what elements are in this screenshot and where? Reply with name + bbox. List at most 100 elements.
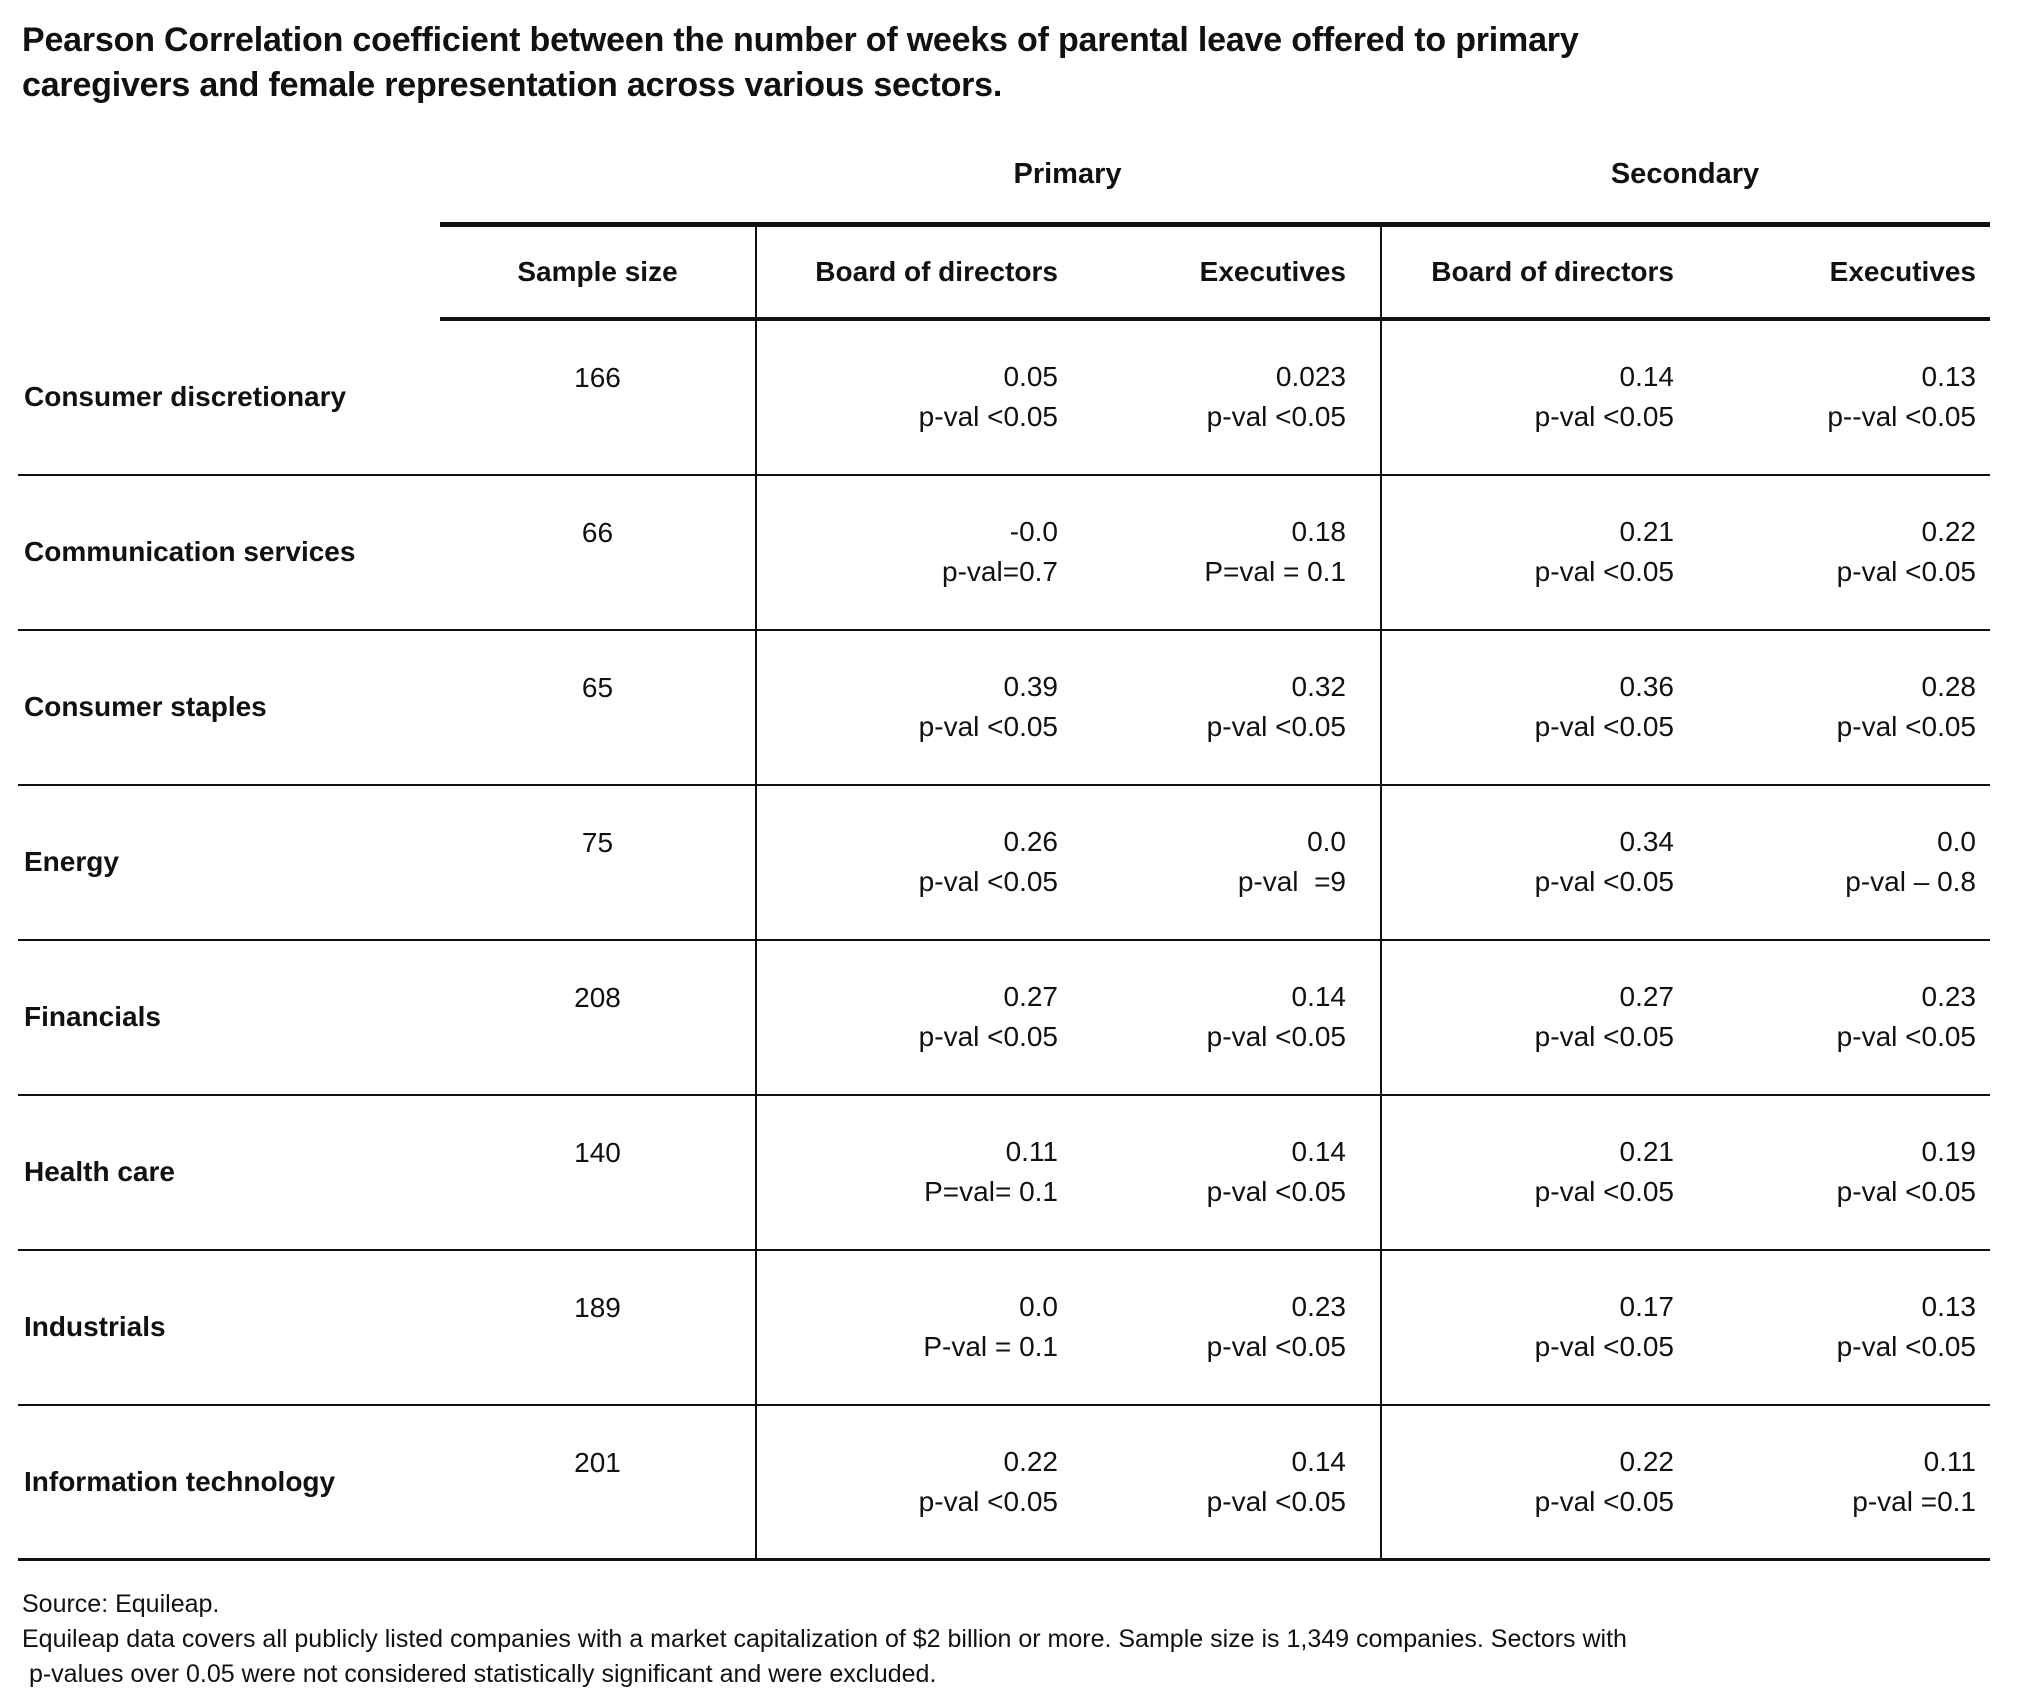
group-header-secondary: Secondary bbox=[1610, 158, 1760, 191]
secondary-executives-cell: 0.19 p-val <0.05 bbox=[1690, 1096, 1990, 1249]
column-header-primary-executives: Executives bbox=[1080, 221, 1380, 321]
sector-name: Consumer staples bbox=[24, 691, 267, 723]
correlation-table: Primary Secondary Sample size Board of d… bbox=[18, 128, 1990, 1561]
p-value: p-val <0.05 bbox=[1534, 1485, 1674, 1517]
primary-executives-cell: 0.32 p-val <0.05 bbox=[1080, 631, 1380, 784]
sector-name: Information technology bbox=[24, 1465, 336, 1497]
primary-board-cell: 0.27 p-val <0.05 bbox=[755, 940, 1080, 1094]
secondary-board-cell: 0.36 p-val <0.05 bbox=[1380, 630, 1690, 784]
sector-name: Energy bbox=[24, 846, 119, 878]
p-value: p-val <0.05 bbox=[918, 866, 1058, 898]
p-value: p-val <0.05 bbox=[918, 711, 1058, 743]
correlation-value: 0.23 bbox=[1921, 981, 1977, 1013]
p-value: p-val <0.05 bbox=[1836, 1331, 1976, 1363]
p-value: p-val <0.05 bbox=[1534, 866, 1674, 898]
correlation-value: 0.13 bbox=[1921, 1291, 1977, 1323]
primary-executives-cell: 0.18 P=val = 0.1 bbox=[1080, 476, 1380, 629]
secondary-executives-cell: 0.22 p-val <0.05 bbox=[1690, 476, 1990, 629]
column-header-secondary-executives: Executives bbox=[1690, 221, 1990, 321]
group-header-primary: Primary bbox=[1013, 158, 1122, 191]
p-value: p-val <0.05 bbox=[1206, 711, 1346, 743]
p-value: p-val <0.05 bbox=[918, 1021, 1058, 1053]
p-value: p-val <0.05 bbox=[1836, 1176, 1976, 1208]
table-row: Financials 208 0.27 p-val <0.05 0.14 p-v… bbox=[18, 940, 1990, 1096]
primary-executives-cell: 0.0 p-val =9 bbox=[1080, 786, 1380, 939]
p-value: P-val = 0.1 bbox=[923, 1331, 1058, 1363]
correlation-value: 0.26 bbox=[1003, 826, 1059, 858]
secondary-board-cell: 0.27 p-val <0.05 bbox=[1380, 940, 1690, 1094]
primary-executives-cell: 0.23 p-val <0.05 bbox=[1080, 1251, 1380, 1404]
p-value: p-val <0.05 bbox=[1534, 1176, 1674, 1208]
correlation-value: 0.22 bbox=[1921, 516, 1977, 548]
page-title: Pearson Correlation coefficient between … bbox=[22, 21, 1579, 104]
correlation-value: 0.28 bbox=[1921, 671, 1977, 703]
secondary-executives-cell: 0.28 p-val <0.05 bbox=[1690, 631, 1990, 784]
correlation-value: 0.21 bbox=[1619, 1136, 1675, 1168]
primary-executives-cell: 0.023 p-val <0.05 bbox=[1080, 321, 1380, 474]
p-value: p-val =0.1 bbox=[1852, 1485, 1976, 1517]
column-header-spacer bbox=[18, 222, 440, 321]
correlation-value: 0.05 bbox=[1003, 361, 1059, 393]
p-value: p-val <0.05 bbox=[1206, 1021, 1346, 1053]
correlation-value: 0.32 bbox=[1291, 671, 1347, 703]
correlation-value: 0.14 bbox=[1619, 361, 1675, 393]
sector-name: Financials bbox=[24, 1001, 161, 1033]
note-line-1: Equileap data covers all publicly listed… bbox=[22, 1624, 1627, 1653]
correlation-value: 0.0 bbox=[1019, 1291, 1058, 1323]
p-value: p-val <0.05 bbox=[1836, 1021, 1976, 1053]
table-row: Industrials 189 0.0 P-val = 0.1 0.23 p-v… bbox=[18, 1250, 1990, 1406]
column-header-primary-board: Board of directors bbox=[755, 221, 1080, 321]
p-value: p-val=0.7 bbox=[942, 556, 1058, 588]
secondary-board-cell: 0.34 p-val <0.05 bbox=[1380, 785, 1690, 939]
sample-size-value: 189 bbox=[574, 1291, 621, 1323]
primary-board-cell: 0.0 P-val = 0.1 bbox=[755, 1250, 1080, 1404]
p-value: p-val <0.05 bbox=[1534, 556, 1674, 588]
sample-size-value: 75 bbox=[581, 826, 614, 858]
table-row: Communication services 66 -0.0 p-val=0.7… bbox=[18, 475, 1990, 631]
secondary-executives-cell: 0.13 p-val <0.05 bbox=[1690, 1251, 1990, 1404]
p-value: P=val = 0.1 bbox=[1204, 556, 1346, 588]
table-row: Information technology 201 0.22 p-val <0… bbox=[18, 1405, 1990, 1561]
correlation-value: 0.14 bbox=[1291, 1445, 1347, 1477]
correlation-value: 0.23 bbox=[1291, 1291, 1347, 1323]
sample-size-value: 201 bbox=[574, 1446, 621, 1478]
p-value: p-val <0.05 bbox=[1836, 556, 1976, 588]
sample-size-value: 65 bbox=[581, 671, 614, 703]
sector-name: Communication services bbox=[24, 536, 356, 568]
footer-notes: Source: Equileap. Equileap data covers a… bbox=[22, 1587, 1998, 1692]
source-line: Source: Equileap. bbox=[22, 1589, 220, 1618]
column-header-sample-size: Sample size bbox=[440, 221, 755, 321]
p-value: p-val <0.05 bbox=[1206, 1176, 1346, 1208]
p-value: p-val – 0.8 bbox=[1845, 866, 1976, 898]
correlation-value: 0.0 bbox=[1307, 826, 1346, 858]
correlation-value: 0.39 bbox=[1003, 671, 1059, 703]
p-value: p-val <0.05 bbox=[918, 401, 1058, 433]
correlation-value: 0.19 bbox=[1921, 1136, 1977, 1168]
sample-size-value: 208 bbox=[574, 981, 621, 1013]
primary-executives-cell: 0.14 p-val <0.05 bbox=[1080, 1096, 1380, 1249]
correlation-value: 0.14 bbox=[1291, 981, 1347, 1013]
primary-board-cell: 0.26 p-val <0.05 bbox=[755, 785, 1080, 939]
correlation-value: 0.36 bbox=[1619, 671, 1675, 703]
secondary-board-cell: 0.21 p-val <0.05 bbox=[1380, 1095, 1690, 1249]
correlation-value: 0.17 bbox=[1619, 1291, 1675, 1323]
table-row: Consumer discretionary 166 0.05 p-val <0… bbox=[18, 320, 1990, 476]
correlation-value: -0.0 bbox=[1009, 516, 1058, 548]
column-group-header-row: Primary Secondary bbox=[18, 128, 1990, 222]
p-value: P=val= 0.1 bbox=[924, 1176, 1058, 1208]
primary-board-cell: 0.05 p-val <0.05 bbox=[755, 320, 1080, 474]
sector-name: Health care bbox=[24, 1156, 175, 1188]
secondary-executives-cell: 0.11 p-val =0.1 bbox=[1690, 1406, 1990, 1558]
correlation-value: 0.22 bbox=[1003, 1445, 1059, 1477]
sample-size-value: 66 bbox=[581, 516, 614, 548]
primary-board-cell: 0.39 p-val <0.05 bbox=[755, 630, 1080, 784]
correlation-value: 0.18 bbox=[1291, 516, 1347, 548]
primary-executives-cell: 0.14 p-val <0.05 bbox=[1080, 941, 1380, 1094]
secondary-board-cell: 0.14 p-val <0.05 bbox=[1380, 320, 1690, 474]
correlation-value: 0.27 bbox=[1003, 981, 1059, 1013]
correlation-value: 0.11 bbox=[1923, 1445, 1976, 1477]
correlation-value: 0.14 bbox=[1291, 1136, 1347, 1168]
correlation-value: 0.0 bbox=[1937, 826, 1976, 858]
table-row: Health care 140 0.11 P=val= 0.1 0.14 p-v… bbox=[18, 1095, 1990, 1251]
column-header-secondary-board: Board of directors bbox=[1380, 221, 1690, 321]
